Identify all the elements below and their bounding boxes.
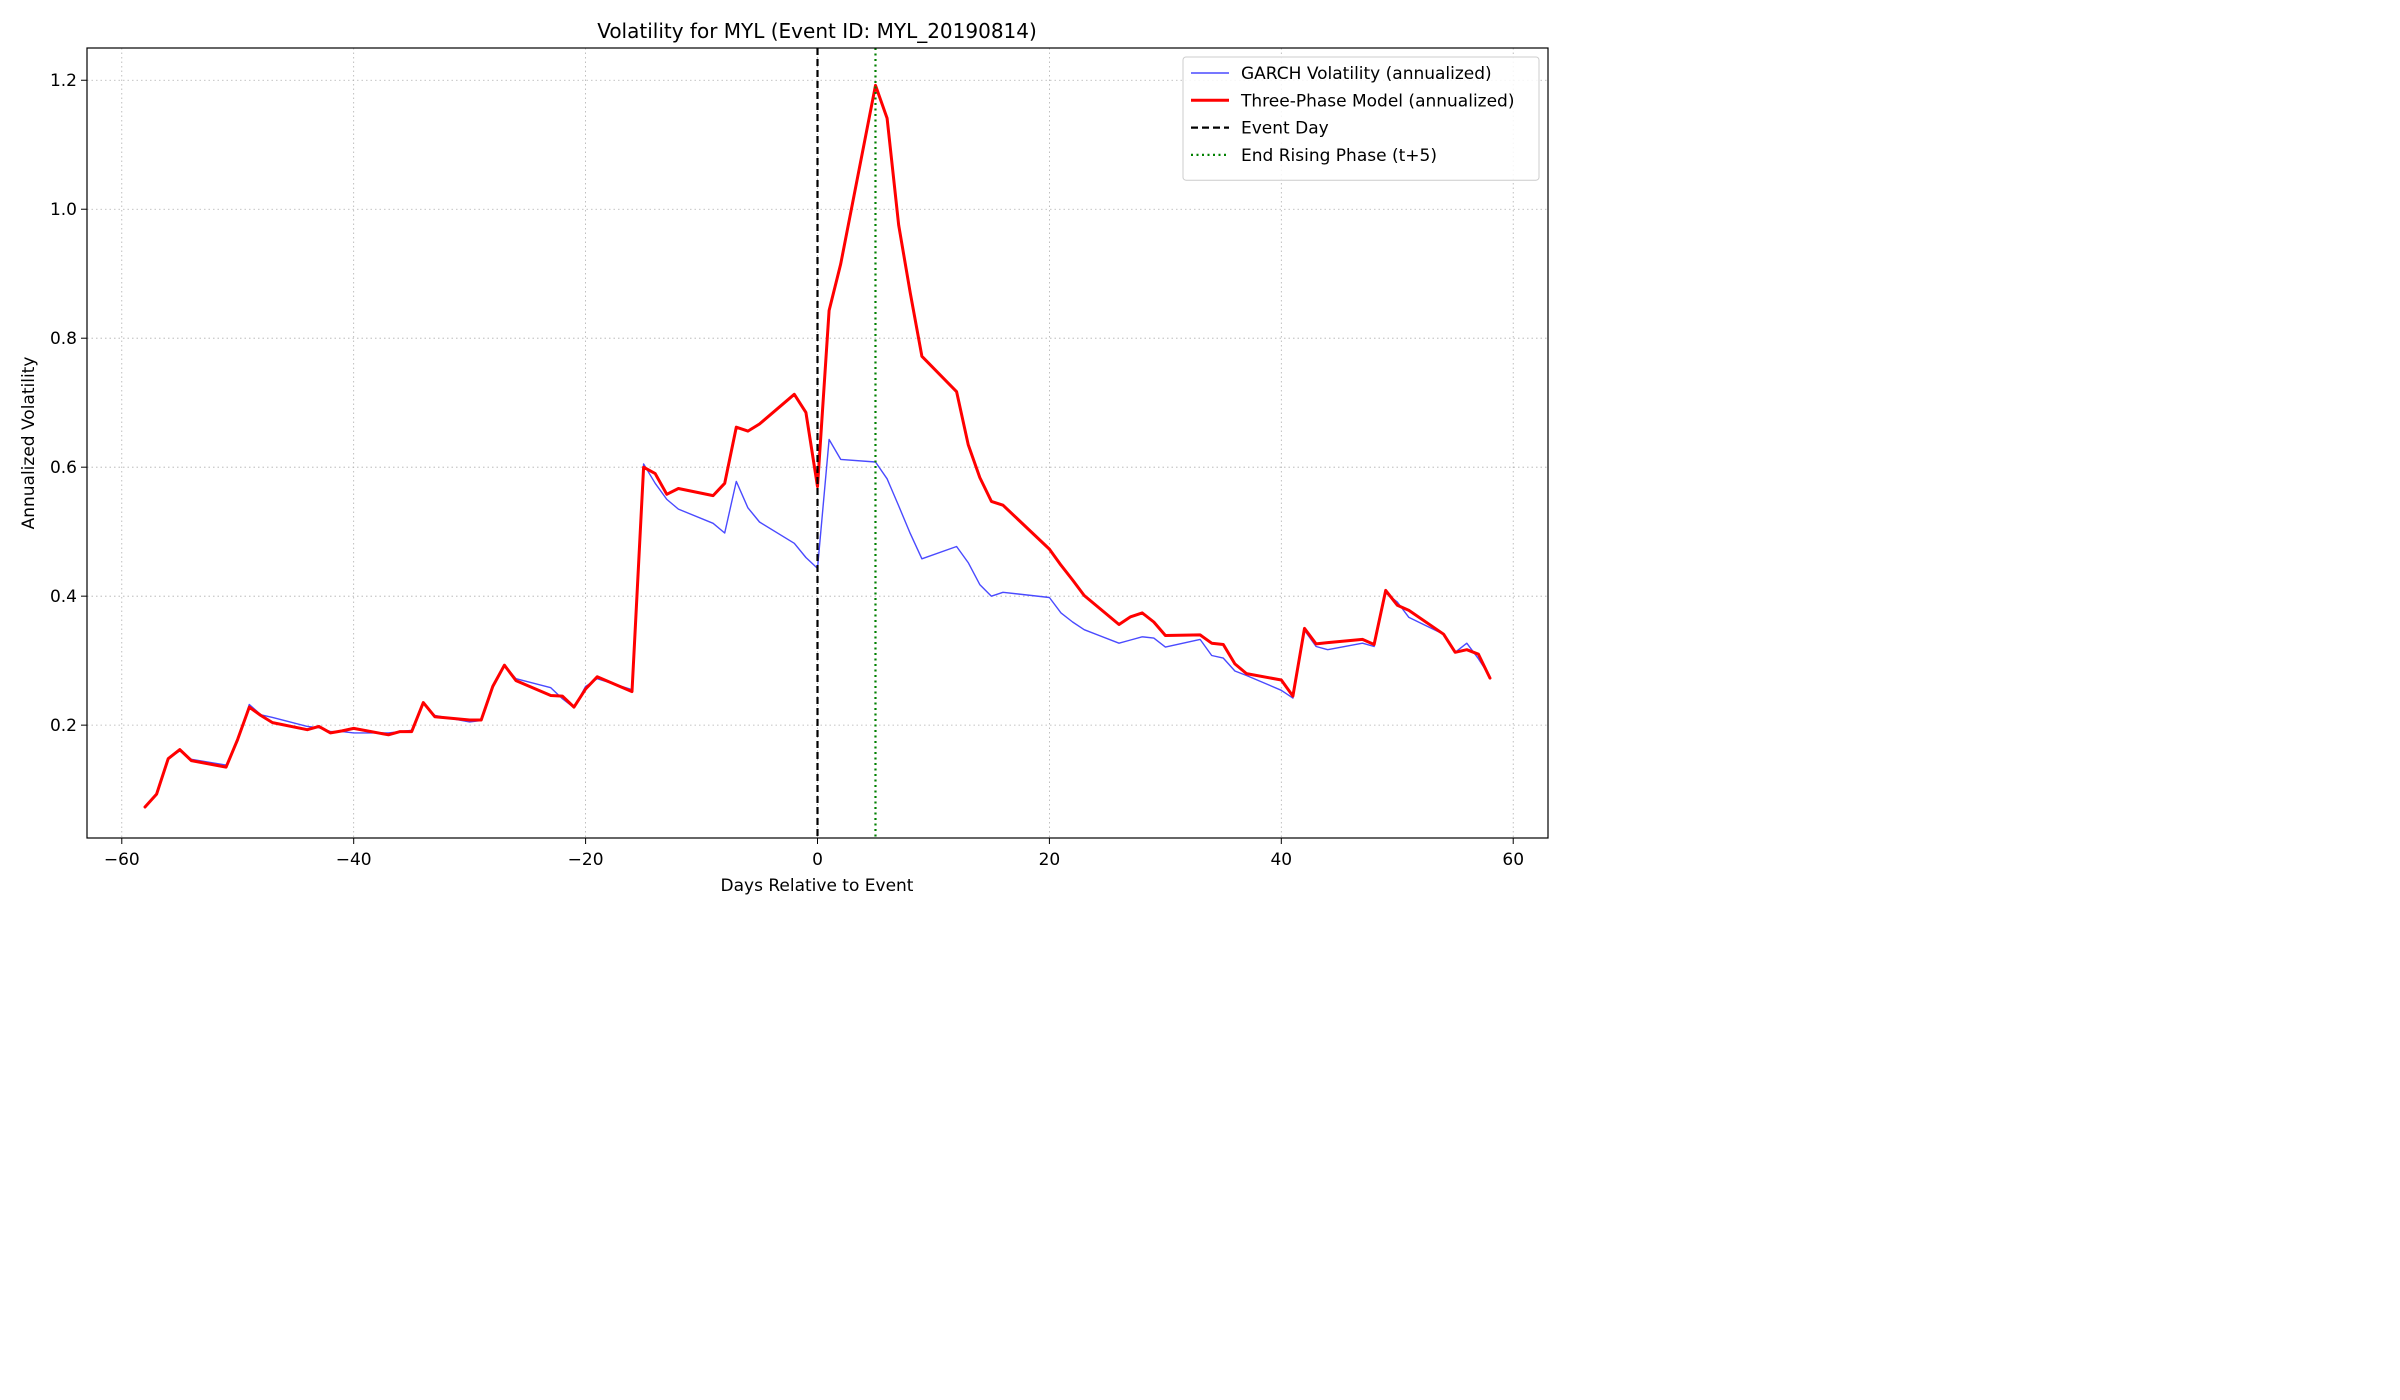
y-tick-label: 0.2 bbox=[50, 716, 77, 736]
legend-label: GARCH Volatility (annualized) bbox=[1241, 64, 1492, 84]
y-tick-label: 1.0 bbox=[50, 200, 77, 220]
y-tick-label: 0.8 bbox=[50, 329, 77, 349]
x-tick-label: 0 bbox=[812, 850, 823, 870]
y-tick-label: 1.2 bbox=[50, 71, 77, 91]
legend: GARCH Volatility (annualized) Three-Phase… bbox=[1182, 56, 1540, 181]
x-tick-label: −60 bbox=[104, 850, 140, 870]
legend-label: End Rising Phase (t+5) bbox=[1241, 146, 1437, 166]
chart-container: −60 −40 −20 0 20 40 60 0.2 0.4 0.6 0.8 1.0 1.2 Volat… bbox=[0, 0, 1568, 915]
y-axis-label: Annualized Volatility bbox=[19, 357, 39, 530]
x-axis-label: Days Relative to Event bbox=[721, 876, 914, 896]
y-tick-label: 0.4 bbox=[50, 587, 77, 607]
x-tick-label: −40 bbox=[336, 850, 372, 870]
chart-title: Volatility for MYL (Event ID: MYL_201908… bbox=[597, 19, 1037, 43]
legend-label: Event Day bbox=[1241, 119, 1329, 139]
axis-ticks: −60 −40 −20 0 20 40 60 0.2 0.4 0.6 0.8 1.0 1.2 bbox=[50, 71, 1524, 870]
volatility-chart: −60 −40 −20 0 20 40 60 0.2 0.4 0.6 0.8 1.0 1.2 Volat… bbox=[19, 19, 1549, 896]
legend-box bbox=[1182, 56, 1540, 181]
x-tick-label: −20 bbox=[568, 850, 604, 870]
legend-label: Three-Phase Model (annualized) bbox=[1240, 91, 1514, 111]
series-line-garch bbox=[144, 438, 1491, 808]
series-layer bbox=[143, 83, 1492, 809]
reference-lines bbox=[816, 48, 877, 838]
x-tick-label: 20 bbox=[1039, 850, 1061, 870]
series-line-three-phase bbox=[143, 83, 1492, 809]
x-tick-label: 60 bbox=[1502, 850, 1524, 870]
x-tick-label: 40 bbox=[1270, 850, 1292, 870]
y-tick-label: 0.6 bbox=[50, 458, 77, 478]
